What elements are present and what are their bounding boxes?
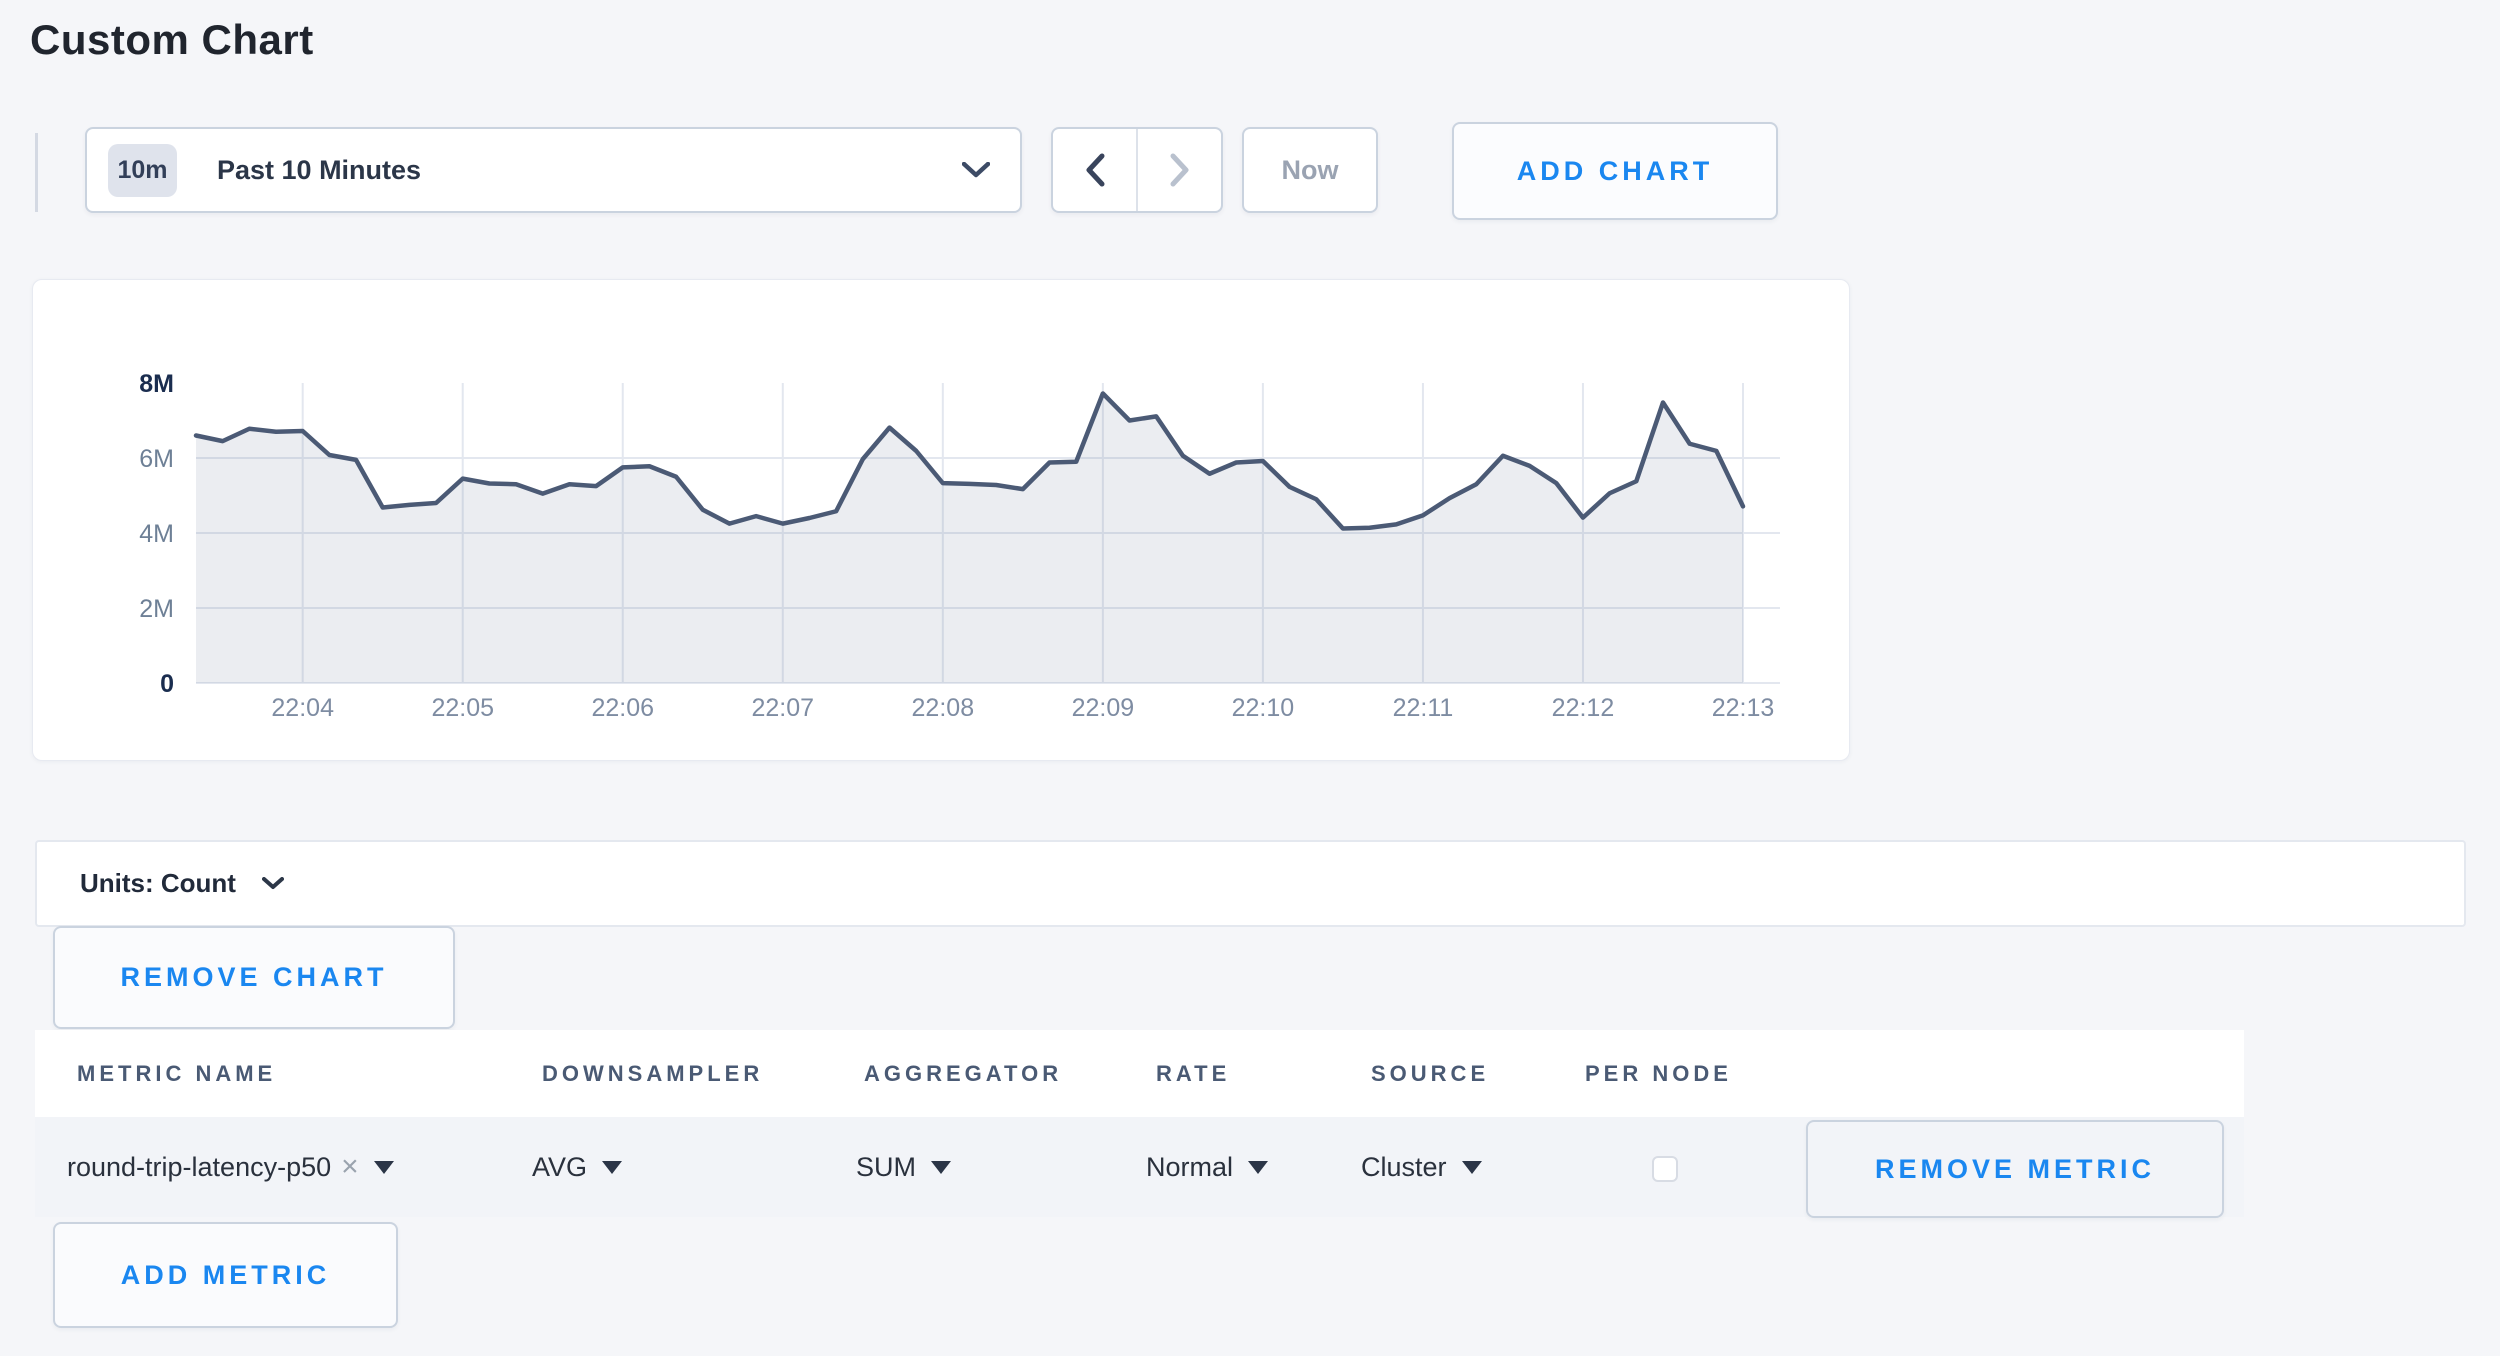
caret-down-icon	[1248, 1161, 1269, 1174]
source-value: Cluster	[1361, 1152, 1447, 1182]
custom-chart-plot[interactable]: 0 2M 4M 6M 8M 22:04 22:05 22:06 22:07 22:08 22:09 2…	[33, 280, 1849, 760]
remove-metric-button[interactable]: REMOVE METRIC	[1806, 1120, 2224, 1218]
svg-text:0: 0	[160, 670, 174, 698]
caret-down-icon	[373, 1161, 394, 1174]
svg-text:22:05: 22:05	[431, 694, 494, 722]
header-downsampler: DOWNSAMPLER	[542, 1061, 764, 1086]
source-select[interactable]: Cluster	[1361, 1117, 1482, 1217]
time-range-select[interactable]: 10m Past 10 Minutes	[85, 127, 1022, 213]
chevron-right-icon	[1170, 153, 1188, 187]
units-select[interactable]: Units: Count	[35, 840, 2466, 927]
add-chart-button[interactable]: ADD CHART	[1452, 122, 1778, 220]
caret-down-icon	[931, 1161, 951, 1174]
add-metric-button[interactable]: ADD METRIC	[53, 1222, 398, 1328]
caret-down-icon	[1461, 1161, 1482, 1174]
chart-card: 0 2M 4M 6M 8M 22:04 22:05 22:06 22:07 22:08 22:09 2…	[32, 279, 1850, 761]
header-aggregator: AGGREGATOR	[864, 1061, 1063, 1086]
per-node-checkbox[interactable]	[1652, 1156, 1678, 1182]
units-label: Units: Count	[80, 868, 236, 898]
chevron-down-icon	[962, 162, 990, 178]
rate-value: Normal	[1146, 1152, 1234, 1182]
caret-down-icon	[602, 1161, 623, 1174]
metrics-table-header-band	[35, 1030, 2244, 1117]
svg-text:22:09: 22:09	[1072, 694, 1135, 722]
rate-select[interactable]: Normal	[1146, 1117, 1269, 1217]
svg-text:22:07: 22:07	[752, 694, 815, 722]
svg-text:22:12: 22:12	[1552, 694, 1615, 722]
svg-text:4M: 4M	[139, 520, 174, 548]
metric-table-row	[35, 1117, 2244, 1217]
metric-name-value: round-trip-latency-p50	[67, 1152, 332, 1182]
page-title: Custom Chart	[30, 16, 314, 63]
prev-timespan-button[interactable]	[1053, 129, 1136, 211]
time-pager	[1051, 127, 1223, 213]
svg-text:22:04: 22:04	[271, 694, 334, 722]
aggregator-select[interactable]: SUM	[856, 1117, 951, 1217]
header-source: SOURCE	[1371, 1061, 1490, 1086]
svg-text:8M: 8M	[139, 370, 174, 398]
svg-text:22:13: 22:13	[1712, 694, 1775, 722]
svg-text:22:11: 22:11	[1393, 694, 1454, 722]
time-range-label: Past 10 Minutes	[217, 154, 422, 185]
svg-text:22:10: 22:10	[1232, 694, 1295, 722]
toolbar-accent-divider	[35, 133, 38, 212]
header-rate: RATE	[1156, 1061, 1231, 1086]
aggregator-value: SUM	[856, 1152, 916, 1182]
downsampler-select[interactable]: AVG	[532, 1117, 623, 1217]
chevron-down-icon	[261, 877, 284, 889]
svg-text:6M: 6M	[139, 445, 174, 473]
downsampler-value: AVG	[532, 1152, 588, 1182]
time-range-badge: 10m	[108, 143, 177, 197]
remove-metric-x-icon[interactable]: ×	[341, 1150, 359, 1183]
chevron-left-icon	[1086, 153, 1104, 187]
remove-chart-button[interactable]: REMOVE CHART	[53, 926, 455, 1029]
svg-text:2M: 2M	[139, 595, 174, 623]
svg-text:22:08: 22:08	[912, 694, 975, 722]
next-timespan-button[interactable]	[1136, 129, 1221, 211]
now-button[interactable]: Now	[1242, 127, 1378, 213]
svg-text:22:06: 22:06	[591, 694, 654, 722]
metric-name-select[interactable]: round-trip-latency-p50 ×	[67, 1117, 394, 1217]
header-metric-name: METRIC NAME	[77, 1061, 277, 1086]
header-per-node: PER NODE	[1585, 1061, 1732, 1086]
